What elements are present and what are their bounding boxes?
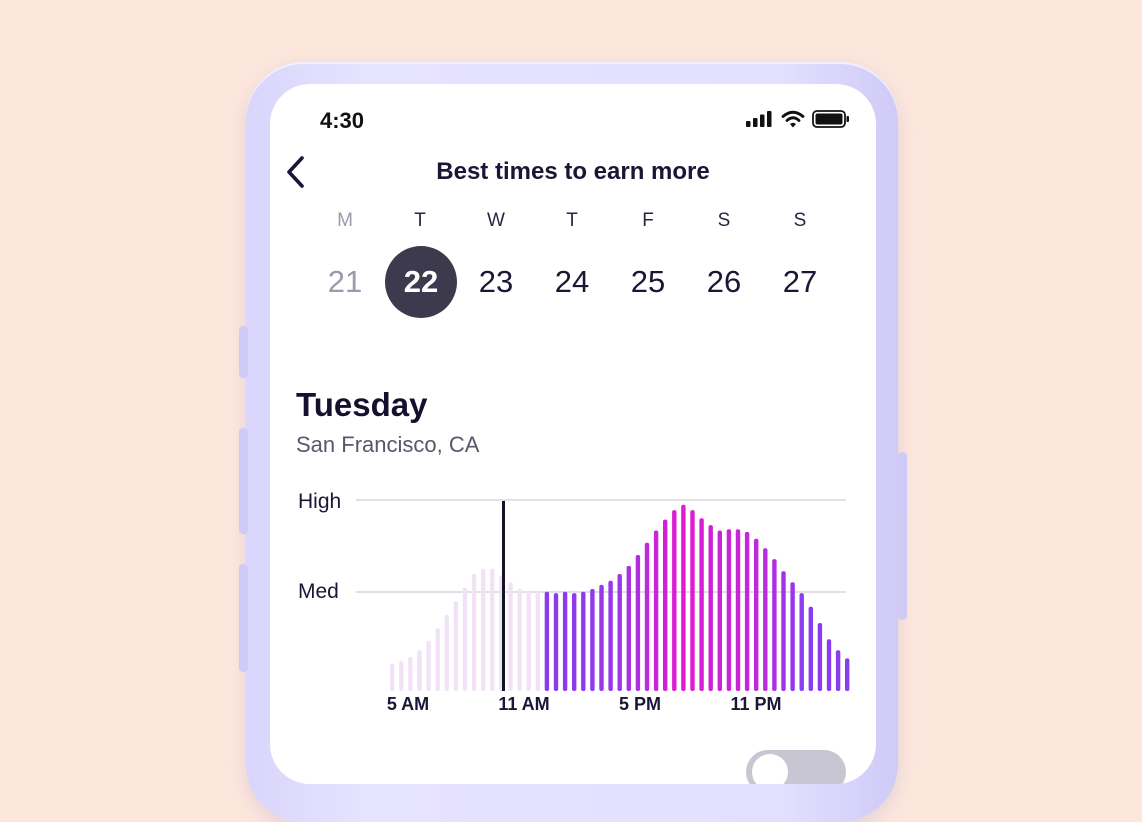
chart-bar [399,661,404,691]
day-button[interactable]: 25 [630,264,666,299]
chart-bar [772,559,777,691]
chart-bar [408,657,413,691]
signal-icon [746,111,772,127]
chart-bar [471,574,477,691]
x-tick-label: 5 PM [619,694,661,714]
chart-bar [790,582,795,691]
weekday-label: F [642,210,654,231]
weekday-label: S [793,210,807,231]
weekday-label: T [414,210,426,231]
chart-bar [735,529,741,691]
day-button[interactable]: 21 [327,264,363,299]
chart-bar [453,601,459,691]
weekday-label: W [487,210,505,231]
chart-bar [672,510,677,691]
chart-bar [845,658,850,691]
chart-bar [535,591,540,691]
status-time: 4:30 [320,108,365,133]
volume-down-button [239,428,248,534]
chart-bar [526,590,531,691]
x-tick-label: 5 AM [387,694,429,714]
chart-bar [390,663,395,691]
chart-bar [608,580,613,691]
day-button-selected[interactable]: 22 [385,246,457,318]
chart-bar [754,538,759,691]
chart-bar [681,504,686,691]
chart-bar [726,529,732,691]
chart-bar [763,548,768,691]
day-heading: Tuesday [296,386,428,423]
earnings-bar-chart: High Med 5 AM 11 AM 5 PM 11 PM [298,490,850,714]
wifi-icon [781,110,805,128]
weekday-label: S [717,210,731,231]
current-time-marker [502,501,505,691]
weekday-label: T [566,210,578,231]
chart-bar [744,531,750,691]
chart-bar [690,510,695,691]
page-title: Best times to earn more [436,158,710,185]
chart-bar [626,565,631,691]
chart-bar [508,582,513,691]
day-button[interactable]: 26 [706,264,742,299]
volume-up-button [239,326,248,378]
chart-bar [553,593,559,691]
day-button[interactable]: 27 [782,264,818,299]
chart-bar [462,587,468,691]
chart-bar [426,640,431,691]
day-button[interactable]: 23 [478,264,514,299]
chart-bar [826,639,832,691]
notification-toggle[interactable] [746,750,846,784]
chart-bar [717,530,722,691]
chart-bar [599,584,604,691]
chart-bar [644,542,650,691]
toggle-knob [752,754,788,784]
chart-bar [517,589,522,691]
chart-bar [562,591,568,691]
day-button[interactable]: 24 [554,264,590,299]
battery-icon [812,110,849,128]
chart-bar [781,571,786,691]
chart-bar [544,591,550,691]
chart-bar [799,593,804,691]
chart-bar [835,650,841,691]
chart-bar [481,568,486,691]
chart-bar [808,606,813,691]
mute-switch [239,564,248,672]
chart-bar [708,525,713,691]
y-level-label-med: Med [298,580,339,603]
back-chevron-icon[interactable] [280,154,316,190]
x-tick-label: 11 PM [730,694,781,714]
app-screen: 4:30 Best times to earn more M T W T F S… [270,84,876,784]
x-tick-label: 11 AM [498,694,549,714]
chart-bar [817,623,823,691]
weekday-label: M [337,210,353,231]
chart-bar [581,591,586,691]
power-button [898,452,907,620]
status-icons [746,110,850,128]
bar-series [390,504,850,691]
location-label: San Francisco, CA [296,432,480,457]
chart-bar [699,518,704,691]
chart-bar [617,574,622,691]
chart-bar [653,530,659,691]
chart-bar [590,589,595,691]
y-level-label-high: High [298,490,341,513]
chart-bar [417,650,422,691]
chart-bar [490,568,495,691]
chart-bar [663,519,668,691]
chart-bar [444,614,449,691]
chart-bar [635,555,641,691]
chart-bar [435,628,440,691]
chart-bar [572,593,577,691]
